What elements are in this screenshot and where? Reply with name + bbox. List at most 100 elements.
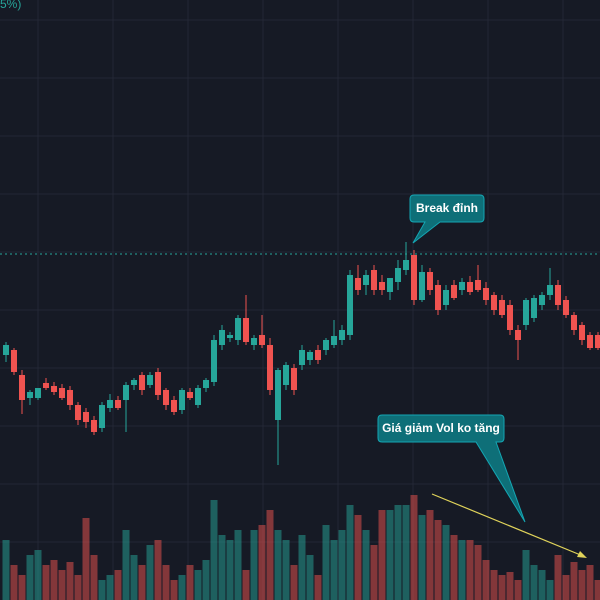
volume-bar <box>426 510 434 600</box>
volume-bar <box>10 565 18 600</box>
candle-body <box>123 385 129 400</box>
candle-body <box>371 270 377 290</box>
candle-body <box>243 318 249 342</box>
candle-body <box>435 285 441 310</box>
volume-bar <box>106 575 114 600</box>
volume-bar <box>114 570 122 600</box>
volume-bar <box>170 580 178 600</box>
volume-bar <box>26 555 34 600</box>
volume-bar <box>346 505 354 600</box>
volume-bar <box>282 540 290 600</box>
candle-body <box>459 282 465 290</box>
volume-bar <box>330 540 338 600</box>
candle-body <box>379 282 385 290</box>
volume-bar <box>394 505 402 600</box>
candle-body <box>483 288 489 300</box>
candle-body <box>443 290 449 305</box>
candle-body <box>107 400 113 408</box>
volume-bar <box>98 580 106 600</box>
volume-bar <box>498 575 506 600</box>
candle-body <box>139 375 145 390</box>
volume-bar <box>322 525 330 600</box>
volume-bar <box>90 555 98 600</box>
volume-bar <box>490 570 498 600</box>
candle-body <box>75 405 81 420</box>
volume-bar <box>218 535 226 600</box>
volume-bar <box>450 535 458 600</box>
volume-bars <box>2 495 600 600</box>
candle-body <box>299 350 305 365</box>
volume-bar <box>298 535 306 600</box>
volume-bar <box>522 550 530 600</box>
candle-body <box>43 383 49 388</box>
callout-break <box>409 194 485 244</box>
candle-body <box>115 400 121 408</box>
candle-body <box>323 340 329 350</box>
volume-bar <box>130 555 138 600</box>
candle-body <box>35 388 41 398</box>
candle-body <box>427 272 433 290</box>
trend-arrowhead <box>577 551 587 558</box>
volume-bar <box>226 540 234 600</box>
candle-body <box>339 330 345 340</box>
volume-bar <box>514 580 522 600</box>
candle-body <box>307 352 313 360</box>
candle-body <box>163 390 169 405</box>
volume-bar <box>138 565 146 600</box>
volume-bar <box>530 565 538 600</box>
candle-body <box>419 272 425 300</box>
candle-body <box>203 380 209 388</box>
volume-bar <box>458 540 466 600</box>
volume-bar <box>82 518 90 600</box>
candle-body <box>171 400 177 412</box>
volume-bar <box>442 525 450 600</box>
candle-body <box>291 368 297 390</box>
volume-bar <box>74 575 82 600</box>
candle-body <box>27 392 33 398</box>
volume-bar <box>250 530 258 600</box>
volume-bar <box>66 562 74 600</box>
candle-body <box>315 350 321 360</box>
candle-body <box>579 325 585 340</box>
candle-body <box>235 318 241 340</box>
candle-body <box>219 330 225 345</box>
candles <box>3 242 600 465</box>
callout-text: Break đỉnh <box>416 201 478 215</box>
volume-bar <box>18 575 26 600</box>
volume-bar <box>418 515 426 600</box>
candle-body <box>523 300 529 325</box>
candle-body <box>467 282 473 292</box>
candle-body <box>587 335 593 348</box>
volume-bar <box>570 562 578 600</box>
candle-body <box>11 350 17 372</box>
volume-bar <box>362 530 370 600</box>
candle-body <box>83 412 89 422</box>
candle-body <box>51 386 57 392</box>
candle-body <box>131 380 137 385</box>
callout-vol <box>377 414 526 523</box>
candle-body <box>155 372 161 395</box>
candle-body <box>403 260 409 270</box>
volume-bar <box>194 570 202 600</box>
candle-body <box>227 335 233 338</box>
candle-body <box>67 390 73 405</box>
volume-bar <box>210 500 218 600</box>
volume-bar <box>466 540 474 600</box>
volume-bar <box>554 555 562 600</box>
candle-body <box>563 300 569 315</box>
candle-body <box>539 295 545 305</box>
volume-bar <box>274 530 282 600</box>
candle-body <box>395 268 401 282</box>
candle-body <box>251 338 257 345</box>
volume-bar <box>234 530 242 600</box>
volume-bar <box>258 525 266 600</box>
candle-body <box>547 285 553 295</box>
volume-bar <box>42 565 50 600</box>
volume-bar <box>506 572 514 600</box>
volume-bar <box>34 550 42 600</box>
volume-bar <box>154 540 162 600</box>
top-label: 5%) <box>0 0 21 11</box>
volume-bar <box>378 510 386 600</box>
candle-body <box>507 305 513 330</box>
